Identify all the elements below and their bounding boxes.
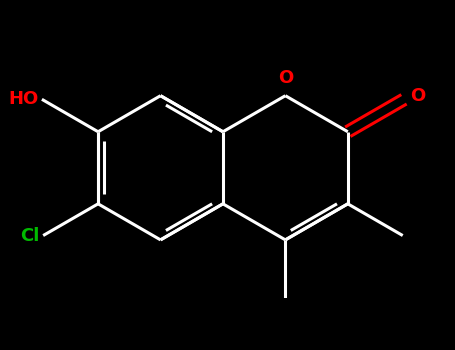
Text: O: O xyxy=(410,87,425,105)
Text: HO: HO xyxy=(8,90,38,108)
Text: O: O xyxy=(278,69,293,87)
Text: Cl: Cl xyxy=(20,226,40,245)
